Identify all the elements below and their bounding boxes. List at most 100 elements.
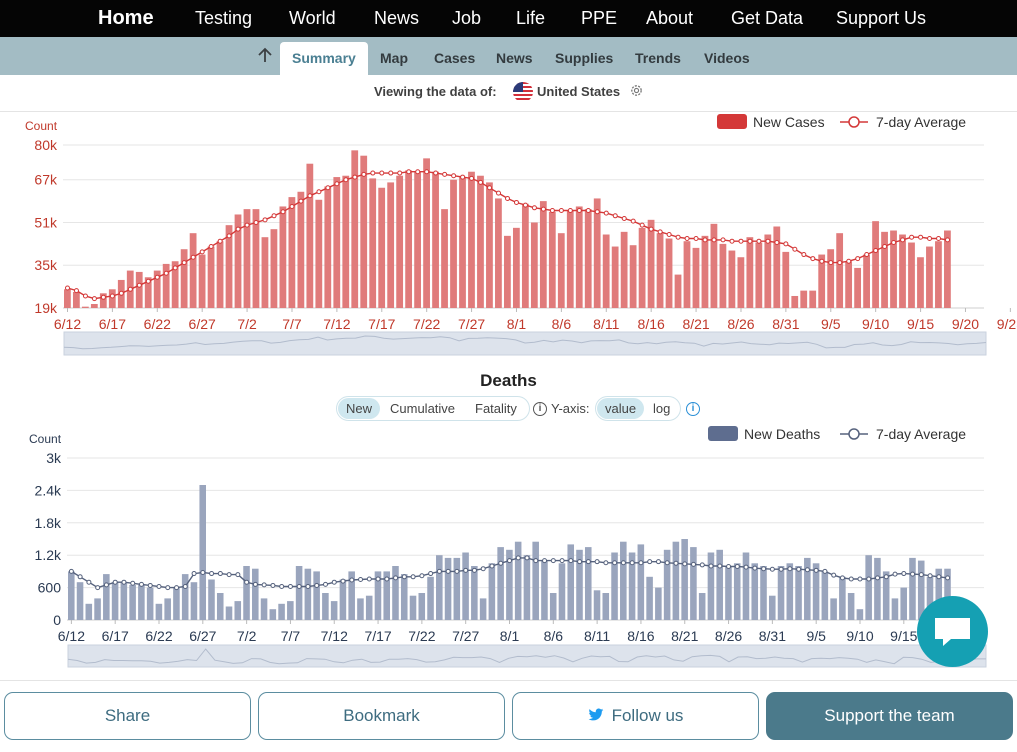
avg-point[interactable] [480, 566, 486, 572]
avg-point[interactable] [370, 170, 376, 176]
avg-point[interactable] [181, 260, 187, 266]
avg-point[interactable] [136, 282, 142, 288]
bar[interactable] [647, 219, 655, 308]
bar[interactable] [674, 274, 682, 308]
tab-summary[interactable]: Summary [280, 42, 368, 75]
bar[interactable] [512, 227, 520, 308]
avg-point[interactable] [471, 567, 477, 573]
bar[interactable] [909, 557, 916, 620]
bar[interactable] [392, 566, 399, 620]
avg-point[interactable] [487, 185, 493, 191]
bar[interactable] [144, 277, 152, 308]
avg-point[interactable] [726, 564, 732, 570]
bar[interactable] [698, 593, 706, 620]
bar[interactable] [459, 177, 466, 308]
avg-point[interactable] [945, 237, 951, 243]
avg-point[interactable] [900, 237, 906, 243]
avg-point[interactable] [846, 258, 852, 264]
bar[interactable] [216, 241, 224, 308]
avg-point[interactable] [801, 252, 807, 258]
bar[interactable] [638, 227, 646, 308]
avg-point[interactable] [64, 285, 70, 291]
avg-point[interactable] [756, 238, 762, 244]
bar[interactable] [155, 603, 163, 620]
avg-point[interactable] [774, 240, 780, 246]
avg-point[interactable] [271, 213, 277, 219]
bar[interactable] [278, 603, 285, 620]
scale-log[interactable]: log [653, 401, 671, 416]
bar[interactable] [234, 601, 242, 620]
avg-point[interactable] [100, 294, 106, 300]
bar[interactable] [400, 574, 408, 620]
bar[interactable] [225, 606, 233, 621]
avg-point[interactable] [873, 248, 879, 254]
bar[interactable] [602, 593, 610, 620]
bar[interactable] [216, 593, 224, 620]
bar[interactable] [243, 566, 250, 620]
avg-point[interactable] [191, 571, 197, 577]
avg-point[interactable] [442, 171, 448, 177]
bar[interactable] [935, 241, 942, 308]
bar[interactable] [138, 584, 145, 620]
bar[interactable] [234, 214, 242, 308]
avg-point[interactable] [603, 210, 609, 216]
avg-point[interactable] [322, 581, 328, 587]
avg-point[interactable] [279, 584, 285, 590]
bar[interactable] [153, 270, 161, 308]
bar[interactable] [786, 563, 794, 620]
avg-point[interactable] [796, 566, 802, 572]
legend-deaths-avg-label[interactable]: 7-day Average [876, 426, 966, 442]
bar[interactable] [339, 579, 347, 621]
bar[interactable] [725, 566, 732, 620]
avg-point[interactable] [909, 234, 915, 240]
avg-point[interactable] [68, 568, 74, 574]
avg-point[interactable] [729, 238, 735, 244]
bar[interactable] [751, 563, 759, 620]
avg-point[interactable] [577, 559, 583, 565]
avg-point[interactable] [388, 170, 394, 176]
avg-point[interactable] [235, 226, 241, 232]
avg-point[interactable] [891, 240, 897, 246]
mode-fatality[interactable]: Fatality [475, 401, 517, 416]
bar[interactable] [471, 566, 478, 620]
bar[interactable] [120, 582, 128, 620]
bar[interactable] [584, 547, 592, 620]
bar[interactable] [295, 566, 303, 620]
avg-point[interactable] [918, 234, 924, 240]
avg-point[interactable] [513, 199, 519, 205]
avg-point[interactable] [657, 229, 663, 235]
bar[interactable] [304, 568, 312, 620]
bar[interactable] [768, 595, 776, 620]
legend-cases-avg-label[interactable]: 7-day Average [876, 114, 966, 130]
bar[interactable] [270, 229, 278, 308]
avg-point[interactable] [629, 560, 635, 566]
bar[interactable] [365, 595, 373, 620]
bar[interactable] [854, 267, 862, 308]
avg-point[interactable] [810, 256, 816, 262]
avg-point[interactable] [664, 560, 670, 566]
avg-point[interactable] [743, 564, 749, 570]
bar[interactable] [396, 175, 404, 308]
bar[interactable] [322, 593, 329, 620]
bar[interactable] [692, 247, 700, 308]
avg-point[interactable] [612, 213, 618, 219]
avg-point[interactable] [498, 560, 504, 566]
legend-new-cases-swatch[interactable] [717, 114, 747, 129]
avg-point[interactable] [172, 265, 178, 271]
bar[interactable] [405, 170, 413, 308]
avg-point[interactable] [451, 173, 457, 179]
avg-point[interactable] [325, 185, 331, 191]
avg-point[interactable] [693, 236, 699, 242]
scale-info-icon[interactable]: i [686, 402, 700, 416]
nav-testing[interactable]: Testing [195, 8, 253, 28]
avg-point[interactable] [296, 584, 302, 590]
avg-point[interactable] [406, 169, 412, 175]
avg-point[interactable] [375, 576, 381, 582]
bar[interactable] [252, 209, 260, 308]
legend-deaths-avg-swatch[interactable] [848, 428, 860, 440]
avg-point[interactable] [77, 574, 83, 580]
bar[interactable] [506, 549, 513, 620]
avg-point[interactable] [314, 582, 320, 588]
avg-point[interactable] [594, 209, 600, 215]
avg-point[interactable] [428, 571, 434, 577]
